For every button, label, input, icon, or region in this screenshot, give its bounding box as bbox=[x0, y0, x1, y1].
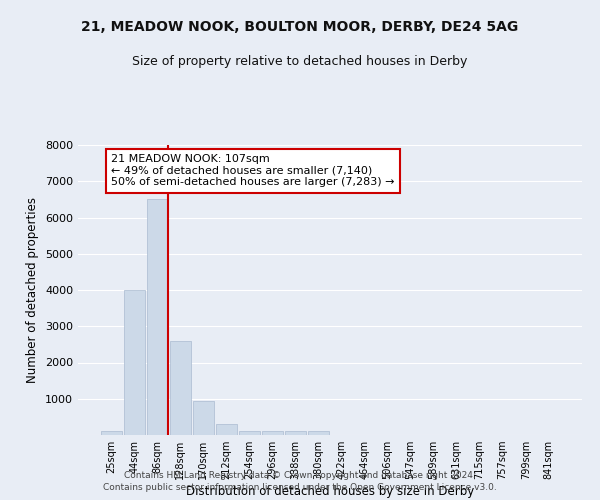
Bar bbox=[308, 430, 329, 435]
X-axis label: Distribution of detached houses by size in Derby: Distribution of detached houses by size … bbox=[186, 485, 474, 498]
Text: 21 MEADOW NOOK: 107sqm
← 49% of detached houses are smaller (7,140)
50% of semi-: 21 MEADOW NOOK: 107sqm ← 49% of detached… bbox=[111, 154, 395, 188]
Bar bbox=[239, 430, 260, 435]
Bar bbox=[170, 341, 191, 435]
Bar bbox=[147, 200, 167, 435]
Text: 21, MEADOW NOOK, BOULTON MOOR, DERBY, DE24 5AG: 21, MEADOW NOOK, BOULTON MOOR, DERBY, DE… bbox=[82, 20, 518, 34]
Text: Contains public sector information licensed under the Open Government Licence v3: Contains public sector information licen… bbox=[103, 484, 497, 492]
Bar bbox=[216, 424, 237, 435]
Bar bbox=[262, 432, 283, 435]
Y-axis label: Number of detached properties: Number of detached properties bbox=[26, 197, 40, 383]
Text: Contains HM Land Registry data © Crown copyright and database right 2024.: Contains HM Land Registry data © Crown c… bbox=[124, 471, 476, 480]
Bar bbox=[101, 432, 122, 435]
Bar bbox=[193, 400, 214, 435]
Text: Size of property relative to detached houses in Derby: Size of property relative to detached ho… bbox=[133, 55, 467, 68]
Bar bbox=[285, 432, 306, 435]
Bar bbox=[124, 290, 145, 435]
